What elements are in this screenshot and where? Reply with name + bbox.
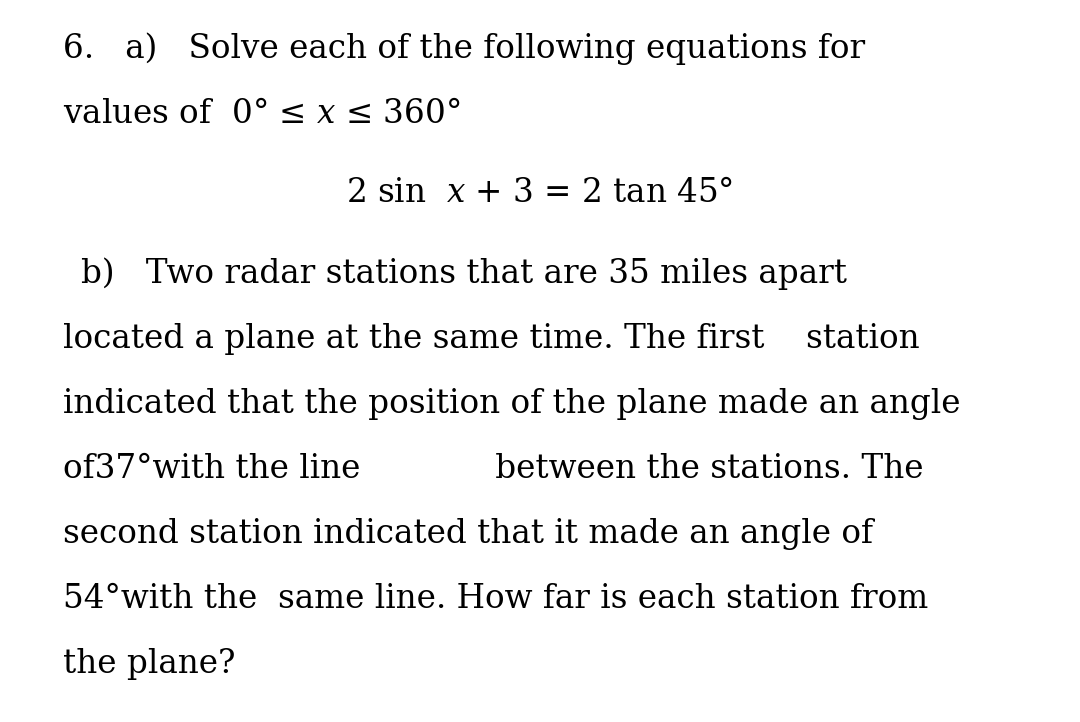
Text: of37°with the line             between the stations. The: of37°with the line between the stations.…: [63, 453, 923, 485]
Text: located a plane at the same time. The first    station: located a plane at the same time. The fi…: [63, 323, 919, 355]
Text: 2 sin  $x$ + 3 = 2 tan 45°: 2 sin $x$ + 3 = 2 tan 45°: [347, 177, 733, 209]
Text: b)   Two radar stations that are 35 miles apart: b) Two radar stations that are 35 miles …: [81, 257, 847, 290]
Text: indicated that the position of the plane made an angle: indicated that the position of the plane…: [63, 388, 960, 420]
Text: second station indicated that it made an angle of: second station indicated that it made an…: [63, 518, 873, 550]
Text: the plane?: the plane?: [63, 648, 235, 680]
Text: 6.   a)   Solve each of the following equations for: 6. a) Solve each of the following equati…: [63, 32, 865, 65]
Text: values of  0° ≤ $x$ ≤ 360°: values of 0° ≤ $x$ ≤ 360°: [63, 97, 460, 130]
Text: 54°with the  same line. How far is each station from: 54°with the same line. How far is each s…: [63, 583, 928, 615]
